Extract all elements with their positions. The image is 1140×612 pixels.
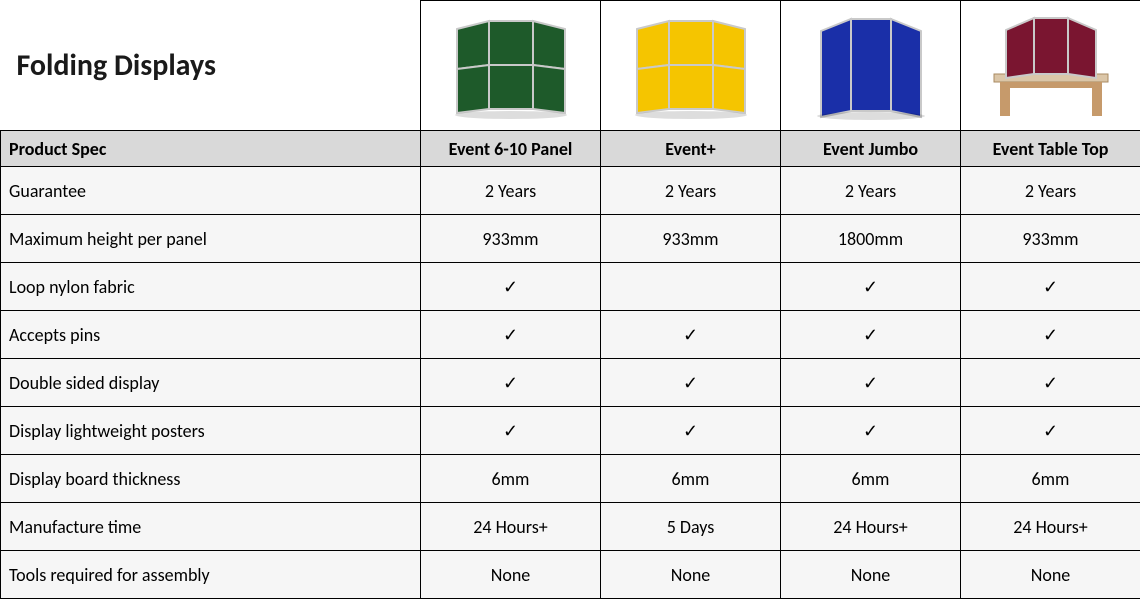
spec-label: Loop nylon fabric [1, 263, 421, 311]
spec-value: 5 Days [601, 503, 781, 551]
comparison-table: Folding Displays Product S [0, 0, 1140, 599]
product-image-0 [421, 1, 601, 131]
spec-label: Maximum height per panel [1, 215, 421, 263]
spec-value [601, 263, 781, 311]
product-header-1: Event+ [601, 131, 781, 167]
spec-label: Guarantee [1, 167, 421, 215]
spec-value: 6mm [961, 455, 1140, 503]
spec-header: Product Spec [1, 131, 421, 167]
product-header-3: Event Table Top [961, 131, 1140, 167]
spec-value: ✓ [961, 359, 1140, 407]
spec-label: Display lightweight posters [1, 407, 421, 455]
spec-value: ✓ [961, 407, 1140, 455]
spec-value: 6mm [421, 455, 601, 503]
spec-value: ✓ [421, 359, 601, 407]
table-row: Manufacture time24 Hours+5 Days24 Hours+… [1, 503, 1140, 551]
spec-value: ✓ [601, 407, 781, 455]
spec-value: None [781, 551, 961, 599]
table-row: Display lightweight posters✓✓✓✓ [1, 407, 1140, 455]
spec-value: 2 Years [421, 167, 601, 215]
spec-value: 933mm [601, 215, 781, 263]
spec-value: 933mm [421, 215, 601, 263]
spec-label: Tools required for assembly [1, 551, 421, 599]
product-header-2: Event Jumbo [781, 131, 961, 167]
spec-value: ✓ [961, 311, 1140, 359]
spec-label: Double sided display [1, 359, 421, 407]
header-row: Product SpecEvent 6-10 PanelEvent+Event … [1, 131, 1140, 167]
spec-value: ✓ [781, 407, 961, 455]
spec-label: Manufacture time [1, 503, 421, 551]
product-image-1 [601, 1, 781, 131]
spec-value: 6mm [601, 455, 781, 503]
spec-value: ✓ [781, 359, 961, 407]
spec-value: 933mm [961, 215, 1140, 263]
spec-value: 2 Years [961, 167, 1140, 215]
table-row: Accepts pins✓✓✓✓ [1, 311, 1140, 359]
spec-label: Accepts pins [1, 311, 421, 359]
spec-value: ✓ [781, 311, 961, 359]
spec-value: 1800mm [781, 215, 961, 263]
spec-value: None [601, 551, 781, 599]
spec-value: ✓ [601, 311, 781, 359]
product-image-3 [961, 1, 1140, 131]
image-row: Folding Displays [1, 1, 1140, 131]
spec-label: Display board thickness [1, 455, 421, 503]
product-header-0: Event 6-10 Panel [421, 131, 601, 167]
table-row: Guarantee2 Years2 Years2 Years2 Years [1, 167, 1140, 215]
spec-value: None [421, 551, 601, 599]
spec-value: ✓ [961, 263, 1140, 311]
spec-value: ✓ [421, 311, 601, 359]
spec-value: ✓ [601, 359, 781, 407]
spec-value: 2 Years [781, 167, 961, 215]
table-row: Loop nylon fabric✓✓✓ [1, 263, 1140, 311]
table-row: Tools required for assemblyNoneNoneNoneN… [1, 551, 1140, 599]
table-row: Display board thickness6mm6mm6mm6mm [1, 455, 1140, 503]
page-title: Folding Displays [1, 1, 421, 131]
spec-value: 6mm [781, 455, 961, 503]
spec-value: 24 Hours+ [421, 503, 601, 551]
table-body: Folding Displays Product S [1, 1, 1140, 599]
spec-value: ✓ [421, 407, 601, 455]
spec-value: ✓ [781, 263, 961, 311]
product-image-2 [781, 1, 961, 131]
table-row: Maximum height per panel933mm933mm1800mm… [1, 215, 1140, 263]
spec-value: ✓ [421, 263, 601, 311]
spec-value: 24 Hours+ [961, 503, 1140, 551]
spec-value: 24 Hours+ [781, 503, 961, 551]
table-row: Double sided display✓✓✓✓ [1, 359, 1140, 407]
spec-value: None [961, 551, 1140, 599]
spec-value: 2 Years [601, 167, 781, 215]
